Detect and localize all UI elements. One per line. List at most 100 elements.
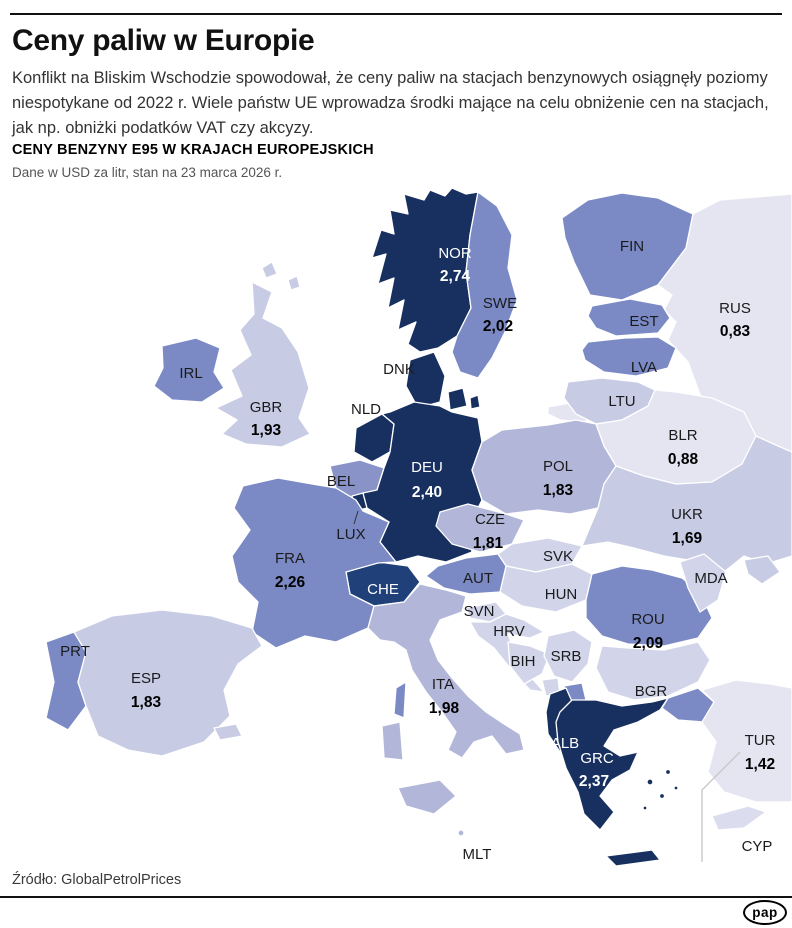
country-code-EST: EST bbox=[629, 313, 658, 330]
country-code-AUT: AUT bbox=[463, 570, 493, 587]
country-GRC-island bbox=[646, 778, 654, 786]
country-code-SVN: SVN bbox=[464, 603, 495, 620]
inset-divider bbox=[701, 751, 741, 862]
country-GRC-island bbox=[658, 792, 666, 800]
country-code-PRT: PRT bbox=[60, 643, 90, 660]
country-code-RUS: RUS bbox=[719, 300, 751, 317]
country-value-FRA: 2,26 bbox=[275, 574, 306, 591]
country-ITA bbox=[367, 583, 525, 759]
country-value-SWE: 2,02 bbox=[483, 318, 513, 335]
country-code-ESP: ESP bbox=[131, 670, 161, 687]
page-title: Ceny paliw w Europie bbox=[12, 24, 315, 57]
country-code-FRA: FRA bbox=[275, 550, 305, 567]
country-code-CHE: CHE bbox=[367, 581, 399, 598]
chart-title: CENY BENZYNY E95 W KRAJACH EUROPEJSKICH bbox=[12, 142, 374, 158]
country-DNK bbox=[405, 351, 446, 409]
country-value-BLR: 0,88 bbox=[668, 451, 699, 468]
country-code-DNK: DNK bbox=[383, 361, 415, 378]
country-code-UKR: UKR bbox=[671, 506, 703, 523]
country-code-HUN: HUN bbox=[545, 586, 578, 603]
chart-subtitle: Dane w USD za litr, stan na 23 marca 202… bbox=[12, 165, 283, 180]
country-value-POL: 1,83 bbox=[543, 482, 574, 499]
country-value-ITA: 1,98 bbox=[429, 700, 460, 717]
country-AUT bbox=[425, 553, 507, 595]
country-value-CZE: 1,81 bbox=[473, 535, 504, 552]
country-code-TUR: TUR bbox=[745, 732, 776, 749]
country-code-ALB: ALB bbox=[551, 735, 579, 752]
country-CYP bbox=[711, 805, 767, 831]
country-code-NOR: NOR bbox=[438, 245, 472, 262]
country-code-LUX: LUX bbox=[336, 526, 365, 543]
country-code-CZE: CZE bbox=[475, 511, 505, 528]
top-rule bbox=[10, 13, 782, 15]
country-code-MLT: MLT bbox=[463, 846, 492, 863]
country-value-UKR: 1,69 bbox=[672, 530, 703, 547]
country-value-ROU: 2,09 bbox=[633, 635, 664, 652]
country-value-DEU: 2,40 bbox=[412, 484, 442, 501]
lux-pointer-line bbox=[353, 510, 359, 525]
country-value-GBR: 1,93 bbox=[251, 422, 282, 439]
country-code-ITA: ITA bbox=[432, 676, 454, 693]
country-value-NOR: 2,74 bbox=[440, 268, 471, 285]
country-DNK-islands bbox=[447, 387, 468, 411]
country-code-BGR: BGR bbox=[635, 683, 668, 700]
europe-map: NOR 2,74 SWE 2,02 FIN RUS 0,83 EST LVA L… bbox=[0, 182, 792, 877]
country-code-SWE: SWE bbox=[483, 295, 517, 312]
country-GRC-island bbox=[664, 768, 672, 776]
country-ESP-balearics bbox=[213, 723, 243, 741]
country-ITA-sardinia bbox=[381, 721, 404, 761]
country-code-ROU: ROU bbox=[631, 611, 664, 628]
country-value-GRC: 2,37 bbox=[579, 773, 609, 790]
country-GRC-island bbox=[642, 805, 648, 811]
pap-logo-text: pap bbox=[752, 905, 778, 920]
country-MDA bbox=[679, 553, 727, 613]
country-code-GRC: GRC bbox=[580, 750, 614, 767]
country-code-NLD: NLD bbox=[351, 401, 381, 418]
country-code-BLR: BLR bbox=[668, 427, 697, 444]
country-GBR-isles bbox=[287, 275, 301, 291]
country-UKR-crimea bbox=[743, 555, 781, 585]
country-ITA-sicily bbox=[397, 779, 457, 815]
country-IRL bbox=[153, 337, 225, 403]
country-code-GBR: GBR bbox=[250, 399, 283, 416]
country-SRB bbox=[543, 629, 593, 683]
country-code-SVK: SVK bbox=[543, 548, 573, 565]
source-credit: Źródło: GlobalPetrolPrices bbox=[12, 872, 182, 888]
country-code-POL: POL bbox=[543, 458, 573, 475]
country-code-BEL: BEL bbox=[327, 473, 355, 490]
country-TUR bbox=[701, 679, 792, 803]
country-NOR bbox=[371, 187, 479, 353]
country-GRC-crete bbox=[605, 849, 661, 867]
country-BIH bbox=[507, 641, 551, 685]
country-GBR-isles bbox=[261, 261, 278, 279]
country-MLT bbox=[457, 829, 465, 837]
country-EST bbox=[587, 298, 671, 337]
country-code-FIN: FIN bbox=[620, 238, 644, 255]
country-SWE bbox=[451, 191, 518, 379]
country-code-DEU: DEU bbox=[411, 459, 443, 476]
intro-text: Konflikt na Bliskim Wschodzie spowodował… bbox=[12, 69, 769, 137]
country-GRC-island bbox=[673, 785, 679, 791]
pap-logo: pap bbox=[743, 900, 787, 925]
country-code-LTU: LTU bbox=[608, 393, 635, 410]
country-GRC bbox=[555, 697, 669, 831]
country-code-HRV: HRV bbox=[493, 623, 524, 640]
country-value-TUR: 1,42 bbox=[745, 756, 775, 773]
country-code-SRB: SRB bbox=[551, 648, 582, 665]
country-LVA bbox=[581, 336, 677, 377]
country-code-CYP: CYP bbox=[742, 838, 773, 855]
country-value-ESP: 1,83 bbox=[131, 694, 162, 711]
country-code-IRL: IRL bbox=[179, 365, 202, 382]
country-ESP bbox=[73, 609, 263, 757]
country-value-RUS: 0,83 bbox=[720, 323, 751, 340]
country-code-BIH: BIH bbox=[510, 653, 535, 670]
country-code-MDA: MDA bbox=[694, 570, 727, 587]
country-GBR bbox=[215, 281, 311, 448]
country-DNK-islands bbox=[469, 394, 481, 410]
bottom-rule bbox=[0, 896, 792, 898]
country-ROU bbox=[585, 565, 713, 647]
country-code-LVA: LVA bbox=[631, 359, 657, 376]
country-FRA-corsica bbox=[393, 681, 407, 719]
country-BGR bbox=[595, 641, 711, 701]
